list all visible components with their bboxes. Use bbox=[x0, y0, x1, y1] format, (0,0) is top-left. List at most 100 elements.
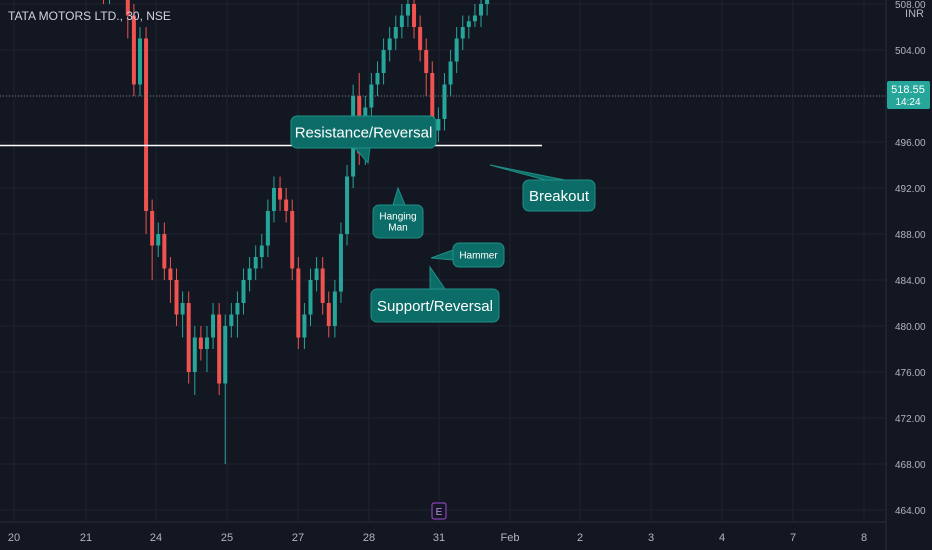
candle-body bbox=[186, 303, 191, 372]
candle-body bbox=[479, 4, 484, 16]
time-tick-label: 24 bbox=[150, 532, 162, 544]
candle-body bbox=[381, 50, 386, 73]
candle-body bbox=[265, 211, 270, 246]
candle-body bbox=[454, 38, 459, 62]
price-tick-label: 488.00 bbox=[895, 230, 926, 241]
candle-body bbox=[229, 314, 234, 326]
resistance-callout-box bbox=[290, 115, 437, 149]
time-tick-label: 28 bbox=[363, 532, 375, 544]
candle-body bbox=[284, 199, 289, 211]
candle-body bbox=[405, 4, 410, 16]
candle-body bbox=[180, 303, 185, 315]
price-tick-label: 472.00 bbox=[895, 414, 926, 425]
candle-body bbox=[460, 27, 465, 39]
earnings-event-marker bbox=[431, 502, 447, 520]
candle-body bbox=[448, 61, 453, 85]
candle-body bbox=[223, 326, 228, 384]
candle-body bbox=[424, 50, 429, 73]
candle-body bbox=[296, 268, 301, 338]
level-lines bbox=[0, 95, 886, 147]
price-tick-label: 476.00 bbox=[895, 368, 926, 379]
candle-body bbox=[442, 84, 447, 119]
candle-body bbox=[131, 15, 136, 85]
hanging-man-label: Man bbox=[388, 223, 407, 234]
time-axis: 20 21 24 25 27 28 31 Feb 2 3 4 7 8 bbox=[8, 532, 867, 544]
price-tick-label: 484.00 bbox=[895, 276, 926, 287]
support-callout-box bbox=[370, 288, 500, 323]
time-tick-label: 3 bbox=[648, 532, 654, 544]
candle-body bbox=[399, 15, 404, 27]
last-price-value: 518.55 bbox=[891, 84, 925, 96]
candle-body bbox=[137, 38, 142, 85]
candle-body bbox=[290, 211, 295, 269]
candle-body bbox=[204, 337, 209, 349]
hanging-man-label: Hanging bbox=[379, 212, 416, 223]
candle-body bbox=[308, 280, 313, 315]
candle-body bbox=[393, 27, 398, 39]
breakout-callout-label: Breakout bbox=[529, 188, 590, 205]
price-tick-label: 496.00 bbox=[895, 138, 926, 149]
price-tick-label: 464.00 bbox=[895, 506, 926, 517]
candle-body bbox=[387, 38, 392, 50]
candle-body bbox=[278, 188, 283, 200]
price-tick-label: 468.00 bbox=[895, 460, 926, 471]
candle-body bbox=[430, 73, 435, 131]
candle-body bbox=[241, 280, 246, 303]
candle-body bbox=[271, 188, 276, 211]
breakout-callout-box bbox=[522, 179, 596, 212]
resistance-callout-label: Resistance/Reversal bbox=[295, 124, 433, 141]
hammer-callout-box bbox=[452, 242, 505, 268]
candle-body bbox=[412, 4, 417, 27]
price-tick-label: 504.00 bbox=[895, 46, 926, 57]
price-tick-label: 508.00 bbox=[895, 0, 926, 11]
candle-body bbox=[418, 27, 423, 50]
candle-body bbox=[168, 268, 173, 280]
candle-body bbox=[345, 176, 350, 234]
candle-body bbox=[144, 38, 149, 211]
candle-body bbox=[332, 291, 337, 326]
candle-body bbox=[375, 73, 380, 85]
price-tick-label: 492.00 bbox=[895, 184, 926, 195]
support-callout-label: Support/Reversal bbox=[377, 298, 493, 315]
candle-body bbox=[436, 119, 441, 131]
candle-body bbox=[162, 234, 167, 269]
candle-body bbox=[253, 257, 258, 269]
price-tick-label: 480.00 bbox=[895, 322, 926, 333]
candle-body bbox=[156, 234, 161, 246]
candle-body bbox=[485, 0, 490, 4]
candle-body bbox=[198, 337, 203, 349]
time-tick-label: 7 bbox=[790, 532, 796, 544]
hammer-callout-label: Hammer bbox=[459, 251, 498, 262]
time-tick-label: Feb bbox=[501, 532, 520, 544]
last-price-badge: 518.55 14:24 bbox=[887, 81, 930, 109]
candle-body bbox=[466, 21, 471, 27]
candle-body bbox=[192, 337, 197, 372]
time-tick-label: 4 bbox=[719, 532, 725, 544]
earnings-event-label: E bbox=[436, 507, 443, 518]
candle-body bbox=[326, 303, 331, 326]
candle-body bbox=[211, 314, 216, 338]
hanging-man-box bbox=[372, 204, 424, 239]
time-tick-label: 31 bbox=[433, 532, 445, 544]
annotations: Resistance/Reversal Support/Reversal Break… bbox=[290, 115, 596, 520]
time-tick-label: 25 bbox=[221, 532, 233, 544]
time-tick-label: 20 bbox=[8, 532, 20, 544]
candle-body bbox=[472, 15, 477, 22]
currency-label: INR bbox=[905, 8, 924, 20]
candle-body bbox=[150, 211, 155, 246]
candle-body bbox=[369, 84, 374, 108]
candle-body bbox=[302, 314, 307, 338]
bar-countdown: 14:24 bbox=[895, 97, 920, 108]
candle-body bbox=[314, 268, 319, 280]
candle-body bbox=[174, 280, 179, 315]
time-tick-label: 21 bbox=[80, 532, 92, 544]
symbol-title[interactable]: TATA MOTORS LTD., 30, NSE bbox=[8, 9, 171, 23]
time-tick-label: 27 bbox=[292, 532, 304, 544]
candle-body bbox=[259, 245, 264, 257]
candle-body bbox=[125, 0, 130, 16]
time-tick-label: 2 bbox=[577, 532, 583, 544]
candle-body bbox=[320, 268, 325, 303]
candle-body bbox=[338, 234, 343, 292]
candle-body bbox=[247, 268, 252, 280]
